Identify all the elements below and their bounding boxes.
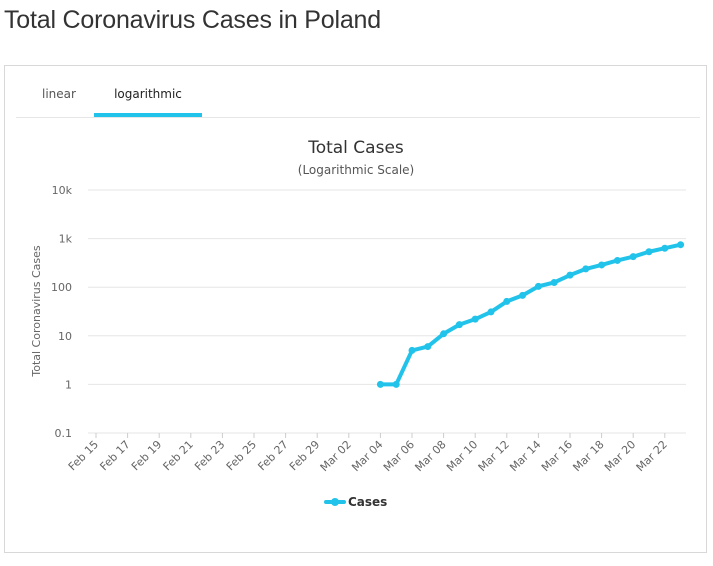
x-tick-label: Mar 22 xyxy=(634,438,670,474)
x-tick-label: Feb 23 xyxy=(192,438,227,473)
chart-panel: linear logarithmic xyxy=(4,65,707,553)
y-tick-label: 1k xyxy=(59,233,73,246)
y-tick-label: 0.1 xyxy=(55,427,73,440)
data-point[interactable] xyxy=(487,308,495,316)
data-point[interactable] xyxy=(566,271,574,279)
x-tick-label: Mar 16 xyxy=(539,438,575,474)
data-point[interactable] xyxy=(629,253,637,261)
chart-subtitle: (Logarithmic Scale) xyxy=(298,163,414,177)
data-point[interactable] xyxy=(519,291,527,299)
series-line-cases xyxy=(378,242,683,387)
y-axis-label: Total Coronavirus Cases xyxy=(30,245,43,378)
grid-lines xyxy=(88,189,686,434)
x-tick-label: Mar 06 xyxy=(381,438,417,474)
data-point[interactable] xyxy=(677,241,685,249)
y-tick-label: 10 xyxy=(58,330,72,343)
y-tick-label: 1 xyxy=(65,378,72,391)
data-point[interactable] xyxy=(598,261,606,269)
data-point[interactable] xyxy=(503,297,511,305)
chart-title: Total Cases xyxy=(307,138,404,158)
x-tick-label: Mar 08 xyxy=(412,438,448,474)
x-tick-label: Feb 15 xyxy=(66,438,101,473)
data-point[interactable] xyxy=(471,315,479,323)
data-point[interactable] xyxy=(645,248,653,256)
x-tick-label: Mar 04 xyxy=(349,438,385,474)
active-tab-indicator xyxy=(94,113,202,117)
legend-label-cases: Cases xyxy=(348,495,387,509)
data-point[interactable] xyxy=(661,244,669,252)
legend[interactable]: Cases xyxy=(324,495,387,509)
scale-tabs: linear logarithmic xyxy=(16,66,700,118)
tab-linear[interactable]: linear xyxy=(42,87,76,101)
series-cases xyxy=(376,241,685,388)
legend-swatch-marker xyxy=(331,498,339,506)
data-point[interactable] xyxy=(376,380,384,388)
data-point[interactable] xyxy=(582,265,590,273)
x-tick-label: Mar 20 xyxy=(602,438,638,474)
tab-logarithmic[interactable]: logarithmic xyxy=(114,87,182,101)
x-tick-label: Mar 12 xyxy=(476,438,512,474)
data-point[interactable] xyxy=(392,380,400,388)
y-tick-label: 10k xyxy=(52,184,73,197)
data-point[interactable] xyxy=(613,256,621,264)
x-tick-label: Mar 14 xyxy=(507,438,543,474)
x-tick-label: Mar 18 xyxy=(570,438,606,474)
data-point[interactable] xyxy=(455,321,463,329)
x-tick-label: Mar 10 xyxy=(444,438,480,474)
x-tick-label: Feb 17 xyxy=(97,438,132,473)
data-point[interactable] xyxy=(534,282,542,290)
y-axis-ticks: 0.1 1 10 100 1k 10k xyxy=(51,184,73,440)
x-tick-label: Feb 27 xyxy=(255,438,290,473)
x-tick-label: Feb 19 xyxy=(129,438,164,473)
data-point[interactable] xyxy=(408,346,416,354)
data-point[interactable] xyxy=(424,343,432,351)
x-tick-label: Feb 21 xyxy=(161,438,196,473)
x-tick-label: Feb 25 xyxy=(224,438,259,473)
data-point[interactable] xyxy=(550,278,558,286)
x-tick-label: Feb 29 xyxy=(287,438,322,473)
x-tick-label: Mar 02 xyxy=(318,438,354,474)
data-point[interactable] xyxy=(440,330,448,338)
page-title: Total Coronavirus Cases in Poland xyxy=(4,6,381,34)
y-tick-label: 100 xyxy=(51,281,72,294)
